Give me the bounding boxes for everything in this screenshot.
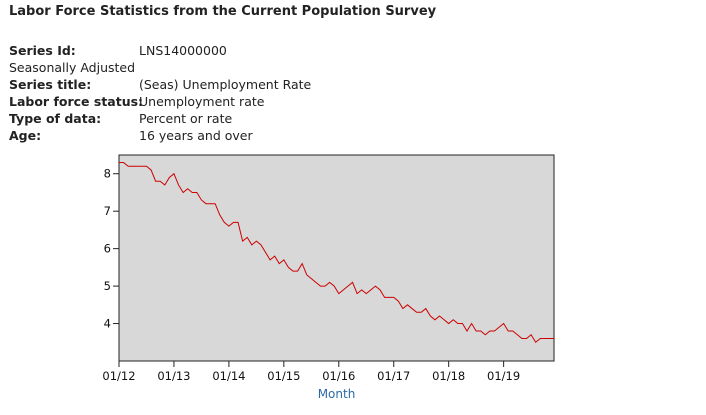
x-tick-label: 01/15 <box>267 369 300 383</box>
x-tick-label: 01/16 <box>322 369 355 383</box>
y-tick-label: 4 <box>104 317 111 331</box>
x-tick-label: 01/12 <box>102 369 135 383</box>
series-id-value: LNS14000000 <box>139 43 227 58</box>
y-tick-label: 8 <box>104 167 111 181</box>
series-title-label: Series title: <box>9 77 92 92</box>
age-value: 16 years and over <box>139 128 253 143</box>
series-id-label: Series Id: <box>9 43 76 58</box>
series-line-unemployment-rate <box>119 161 554 344</box>
labor-force-status-row: Labor force status: Unemployment rate <box>9 93 311 110</box>
y-tick-label: 7 <box>104 204 111 218</box>
series-title-value: (Seas) Unemployment Rate <box>139 77 312 92</box>
age-row: Age: 16 years and over <box>9 127 311 144</box>
x-axis-title: Month <box>318 387 356 401</box>
labor-force-status-label: Labor force status: <box>9 94 144 109</box>
x-tick-label: 01/14 <box>212 369 245 383</box>
plot-area <box>118 154 555 362</box>
x-tick-label: 01/13 <box>157 369 190 383</box>
page-title: Labor Force Statistics from the Current … <box>9 4 437 19</box>
series-id-row: Series Id: LNS14000000 <box>9 42 311 59</box>
labor-force-status-value: Unemployment rate <box>139 94 265 109</box>
x-tick-label: 01/18 <box>432 369 465 383</box>
series-title-row: Series title: (Seas) Unemployment Rate <box>9 76 311 93</box>
type-of-data-row: Type of data: Percent or rate <box>9 110 311 127</box>
series-info: Series Id: LNS14000000 Seasonally Adjust… <box>9 42 311 144</box>
y-tick-label: 6 <box>104 242 111 256</box>
x-axis: 01/12 01/13 01/14 01/15 01/16 01/17 01/18 01/19 <box>102 361 520 383</box>
x-tick-label: 01/17 <box>377 369 410 383</box>
y-axis: 4 5 6 7 8 <box>104 167 119 331</box>
y-tick-label: 5 <box>104 279 111 293</box>
seasonal-label: Seasonally Adjusted <box>9 60 136 75</box>
type-of-data-value: Percent or rate <box>139 111 233 126</box>
seasonal-row: Seasonally Adjusted <box>9 59 311 76</box>
x-tick-label: 01/19 <box>487 369 520 383</box>
type-of-data-label: Type of data: <box>9 111 102 126</box>
age-label: Age: <box>9 128 42 143</box>
